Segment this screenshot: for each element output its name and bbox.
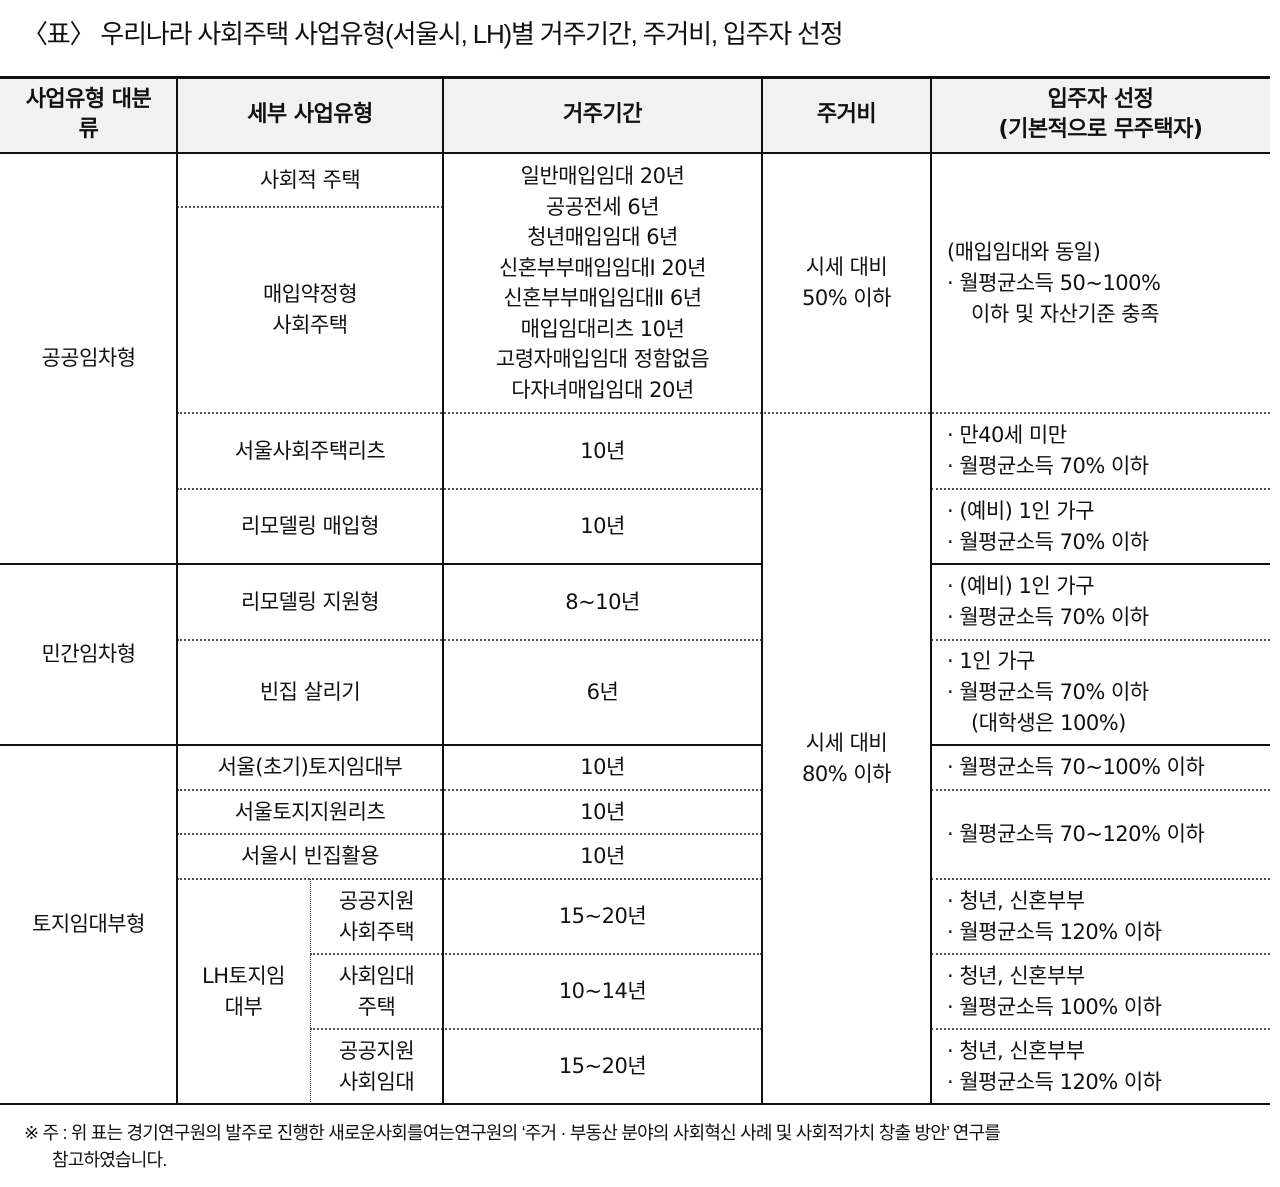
selection-line: · 월평균소득 50~100% — [947, 270, 1161, 295]
row-divider — [931, 953, 1270, 955]
selection-line: · 만40세 미만 — [947, 423, 1067, 447]
row-divider — [931, 878, 1270, 880]
table-bottom-border — [0, 1103, 1270, 1105]
row-divider — [177, 412, 1270, 414]
cost-lower: 시세 대비 80% 이하 — [802, 730, 892, 786]
table-top-border — [0, 76, 1270, 79]
selection-cell: · (예비) 1인 가구 · 월평균소득 70% 이하 — [931, 489, 1270, 564]
category-land-lease: 토지임대부형 — [32, 912, 145, 936]
subtype-cell: 사회임대 주택 — [338, 963, 415, 1019]
row-divider — [931, 488, 1270, 490]
period-cell: 10년 — [580, 844, 625, 868]
selection-cell: · 청년, 신혼부부 · 월평균소득 100% 이하 — [931, 954, 1270, 1029]
footnote-line-1: ※ 주 : 위 표는 경기연구원의 발주로 진행한 새로운사회를여는연구원의 ‘… — [24, 1123, 1001, 1143]
header-bottom-border — [0, 152, 1270, 154]
row-divider — [931, 639, 1270, 641]
column-divider — [930, 77, 932, 1104]
row-divider — [177, 488, 762, 490]
header-cost: 주거비 — [816, 102, 877, 127]
selection-line: · 월평균소득 70% 이하 — [947, 605, 1149, 629]
header-background — [0, 77, 1270, 153]
subtype-group-lh: LH토지임 대부 — [202, 963, 285, 1019]
subtype-cell: 서울토지지원리츠 — [234, 799, 386, 824]
group-divider — [931, 563, 1270, 565]
selection-line: · 월평균소득 70% 이하 — [947, 680, 1149, 704]
selection-line: · 청년, 신혼부부 — [947, 963, 1085, 988]
column-divider — [442, 77, 444, 1104]
row-divider — [931, 1028, 1270, 1030]
period-cell: 10년 — [580, 799, 625, 824]
subtype-cell: 서울사회주택리츠 — [234, 438, 386, 463]
period-cell: 6년 — [586, 680, 619, 704]
footnote: ※ 주 : 위 표는 경기연구원의 발주로 진행한 새로운사회를여는연구원의 ‘… — [24, 1120, 1264, 1174]
category-private-rental: 민간임차형 — [41, 642, 136, 666]
row-divider — [177, 789, 762, 791]
lh-subcolumn-divider — [310, 879, 311, 1104]
selection-cell: · 1인 가구 · 월평균소득 70% 이하 (대학생은 100%) — [931, 640, 1270, 745]
selection-line: · 월평균소득 120% 이하 — [947, 919, 1162, 944]
subtype-cell: 서울시 빈집활용 — [241, 844, 379, 868]
period-cell: 10~14년 — [558, 979, 647, 1003]
period-cell: 8~10년 — [565, 589, 640, 614]
selection-line: (매입임대와 동일) — [947, 239, 1101, 264]
selection-line: · 월평균소득 120% 이하 — [947, 1069, 1162, 1094]
header-period: 거주기간 — [563, 102, 642, 127]
column-divider — [761, 77, 763, 1104]
selection-line: · 1인 가구 — [947, 649, 1035, 673]
selection-cell: · 청년, 신혼부부 · 월평균소득 120% 이하 — [931, 879, 1270, 954]
footnote-line-2: 참고하였습니다. — [52, 1150, 167, 1170]
category-public-rental: 공공임차형 — [41, 346, 136, 370]
header-selection: 입주자 선정 (기본적으로 무주택자) — [998, 87, 1203, 142]
row-divider — [310, 953, 762, 955]
period-cell: 10년 — [580, 755, 625, 779]
table-title: 〈표〉 우리나라 사회주택 사업유형(서울시, LH)별 거주기간, 주거비, … — [22, 19, 844, 49]
row-divider — [931, 789, 1270, 791]
row-divider — [177, 833, 762, 835]
selection-line: (대학생은 100%) — [971, 711, 1126, 735]
selection-line: · 월평균소득 70% 이하 — [947, 529, 1149, 554]
period-cell: 15~20년 — [558, 904, 647, 928]
period-cell: 10년 — [580, 438, 625, 463]
selection-line: · 월평균소득 70% 이하 — [947, 454, 1149, 478]
selection-line: · 월평균소득 100% 이하 — [947, 994, 1162, 1019]
selection-line: · (예비) 1인 가구 — [947, 574, 1095, 598]
row-divider — [177, 639, 762, 641]
group-divider — [931, 744, 1270, 746]
subtype-cell: 공공지원 사회임대 — [338, 1038, 415, 1094]
selection-cell: · 월평균소득 70~120% 이하 — [931, 790, 1270, 879]
selection-line: · 월평균소득 70~120% 이하 — [947, 822, 1205, 846]
selection-cell: · 청년, 신혼부부 · 월평균소득 120% 이하 — [931, 1029, 1270, 1104]
subtype-cell: 리모델링 매입형 — [241, 514, 379, 538]
selection-line: · 청년, 신혼부부 — [947, 888, 1085, 913]
row-divider — [177, 878, 762, 880]
period-merged-public: 일반매입임대 20년 공공전세 6년 청년매입임대 6년 신혼부부매입임대Ⅰ 2… — [495, 164, 710, 402]
selection-cell: · 만40세 미만 · 월평균소득 70% 이하 — [931, 413, 1270, 489]
selection-line: · 월평균소득 70~100% 이하 — [947, 755, 1205, 779]
selection-cell: · (예비) 1인 가구 · 월평균소득 70% 이하 — [931, 564, 1270, 640]
group-divider — [0, 744, 762, 746]
row-divider — [310, 1028, 762, 1030]
selection-cell: · 월평균소득 70~100% 이하 — [931, 745, 1270, 790]
header-category: 사업유형 대분 류 — [25, 87, 152, 142]
selection-line: · 청년, 신혼부부 — [947, 1038, 1085, 1063]
period-cell: 10년 — [580, 514, 625, 538]
group-divider — [0, 563, 762, 565]
subtype-cell: 서울(초기)토지임대부 — [217, 755, 403, 779]
selection-line: · (예비) 1인 가구 — [947, 498, 1095, 523]
header-subtype: 세부 사업유형 — [247, 102, 373, 127]
subtype-cell: 빈집 살리기 — [259, 680, 361, 704]
row-divider — [177, 206, 443, 208]
selection-cell: (매입임대와 동일) · 월평균소득 50~100% 이하 및 자산기준 충족 — [931, 153, 1270, 413]
subtype-cell: 사회적 주택 — [259, 167, 361, 192]
selection-line: 이하 및 자산기준 충족 — [971, 301, 1159, 326]
subtype-cell: 리모델링 지원형 — [241, 589, 379, 614]
period-cell: 15~20년 — [558, 1054, 647, 1078]
subtype-cell: 공공지원 사회주택 — [338, 888, 415, 944]
cost-upper: 시세 대비 50% 이하 — [802, 255, 892, 310]
subtype-cell: 매입약정형 사회주택 — [262, 282, 358, 337]
column-divider — [176, 77, 178, 1104]
